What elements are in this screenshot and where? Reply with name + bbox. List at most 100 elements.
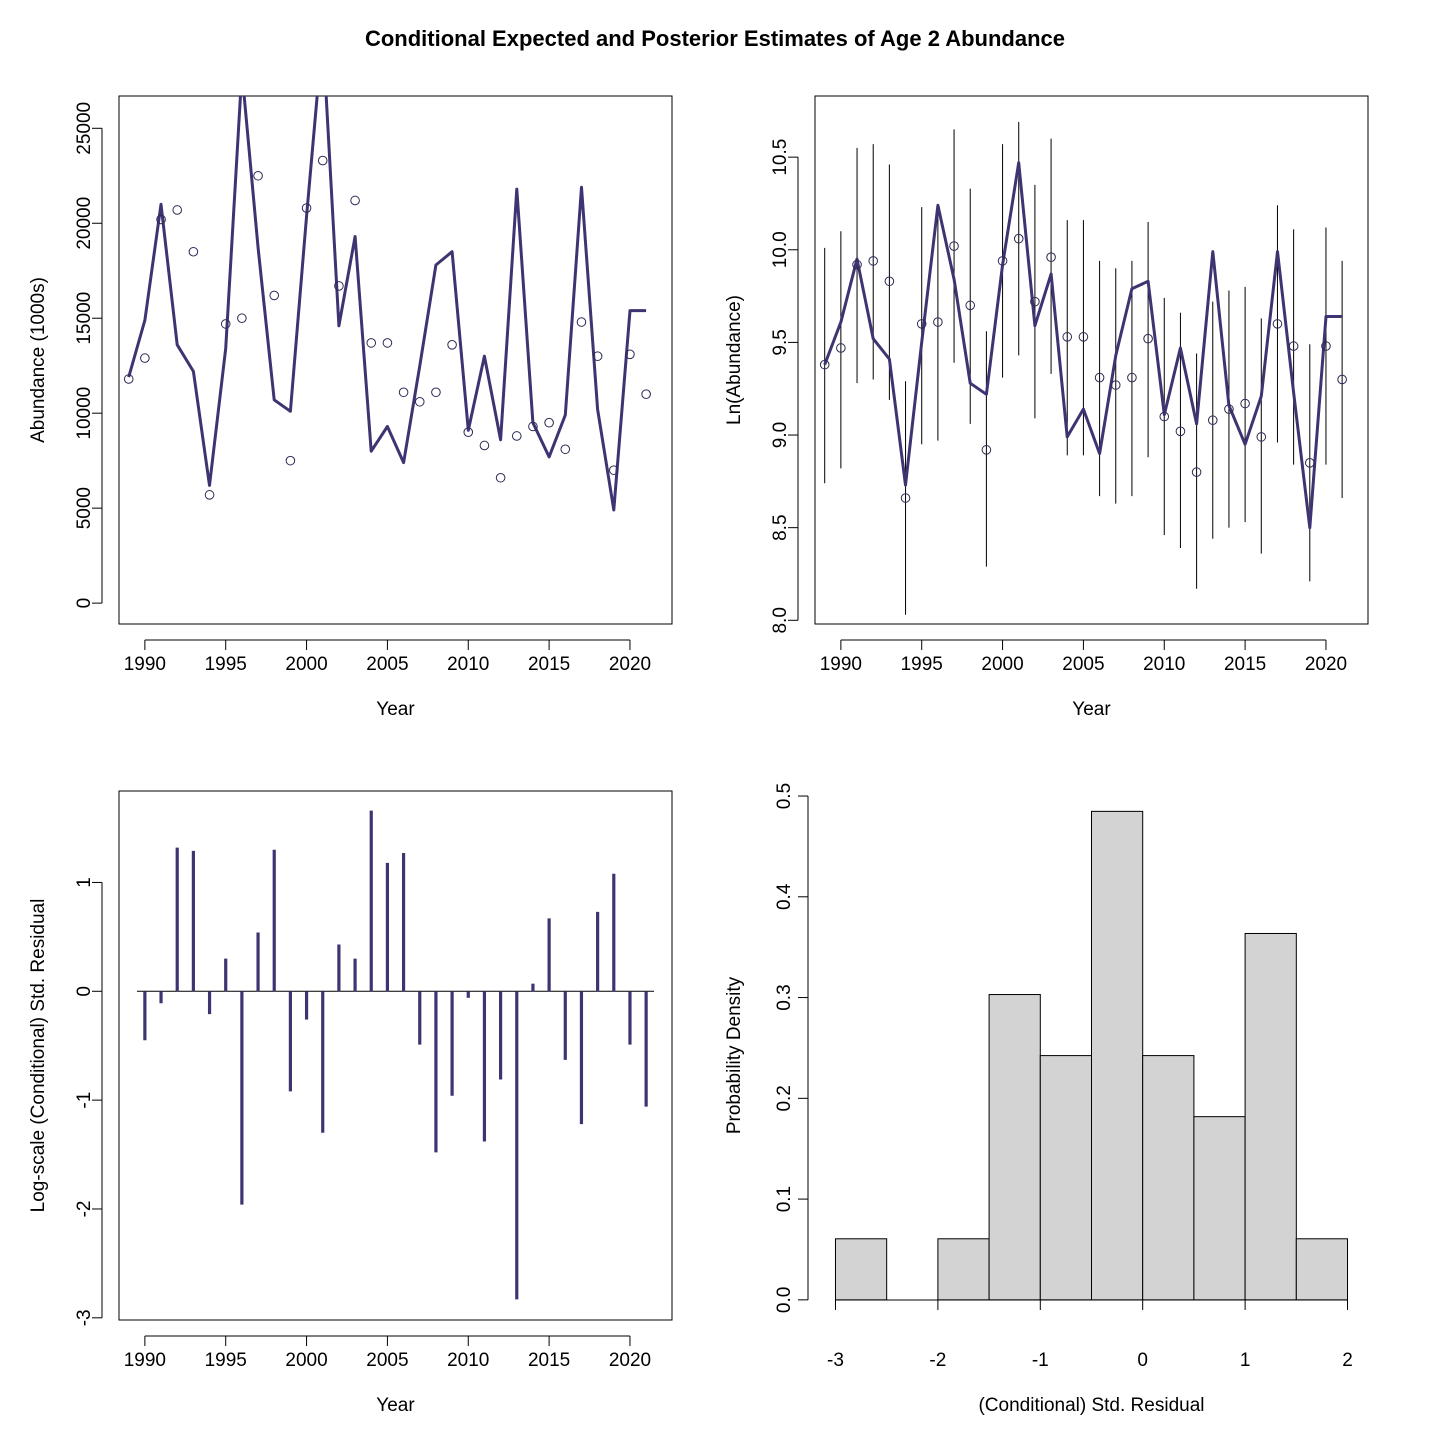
panel1-point-2000	[997, 256, 1008, 266]
panel0-point-1991	[156, 214, 166, 225]
panel2-x-tick-label: 2000	[285, 1350, 327, 1371]
panel0-point-2014	[528, 421, 538, 432]
panel1-point-2006	[1094, 372, 1105, 383]
panel1-point-2001	[1013, 233, 1024, 244]
panel1-point-1989	[819, 359, 830, 370]
panel0-point-1999	[285, 455, 296, 466]
panel0-point-1993	[188, 246, 199, 257]
panel1-point-1995	[916, 319, 927, 329]
panel1-x-tick-label: 1990	[820, 654, 862, 675]
panel1-point-2002	[1030, 296, 1040, 307]
panel0-point-2006	[398, 387, 409, 398]
panel3-x-tick-label: -3	[827, 1350, 844, 1371]
panel1-point-2016	[1256, 432, 1267, 442]
panel1-x-tick-label: 2000	[981, 654, 1023, 675]
panel0-point-1990	[140, 353, 150, 363]
panel1-point-2004	[1062, 332, 1073, 342]
panel1-point-2008	[1127, 372, 1137, 383]
panel0-plot-frame	[118, 95, 673, 625]
panel0-point-2016	[560, 444, 571, 455]
panel3-x-tick-label: -1	[1032, 1350, 1049, 1371]
panel1-x-tick-label: 1995	[901, 654, 943, 675]
panel1-x-tick-label: 2015	[1224, 654, 1266, 675]
panel3-y-tick-label: 0.0	[774, 1287, 795, 1313]
panel3-hist-bar-3	[988, 994, 1041, 1301]
panel2-x-tick-label: 2010	[447, 1350, 489, 1371]
panel0-y-tick-label: 10000	[74, 387, 95, 440]
panel0-point-2005	[382, 338, 393, 348]
panel1-y-tick-label: 8.0	[770, 607, 791, 633]
panel3-hist-bar-5	[1091, 810, 1144, 1301]
panel0-point-2000	[301, 203, 312, 213]
panel0-point-2004	[366, 338, 377, 348]
panel0-point-1994	[204, 490, 215, 500]
panel1-x-axis-title: Year	[1072, 699, 1111, 720]
panel0-point-2003	[350, 195, 360, 206]
panel0-y-tick-label: 0	[74, 598, 95, 609]
panel2-y-tick-label: -2	[74, 1201, 95, 1218]
panel1-expected-line	[823, 161, 1343, 530]
panel3-hist-bar-9	[1295, 1238, 1349, 1301]
panel3-y-tick-label: 0.5	[774, 783, 795, 809]
panel1-y-tick-label: 8.5	[770, 514, 791, 540]
panel2-x-tick-label: 2005	[366, 1350, 408, 1371]
panel2-x-axis-title: Year	[376, 1395, 415, 1416]
panel3-y-axis-title: Probability Density	[724, 976, 745, 1134]
panel0-x-axis-title: Year	[376, 699, 415, 720]
panel1-point-1997	[949, 241, 959, 251]
panel0-point-2008	[431, 387, 441, 398]
main-title: Conditional Expected and Posterior Estim…	[364, 26, 1066, 51]
panel3-x-tick-label: 2	[1342, 1350, 1353, 1371]
panel0-point-2019	[608, 465, 619, 475]
panel0-point-2012	[495, 472, 506, 483]
panel1-point-1998	[965, 300, 976, 311]
panel3-y-tick-label: 0.4	[774, 883, 795, 910]
panel0-y-axis-title: Abundance (1000s)	[28, 277, 49, 443]
panel1-point-2014	[1224, 404, 1234, 414]
panel1-point-1993	[884, 276, 895, 287]
panel1-point-2013	[1207, 415, 1218, 426]
panel3-hist-bar-7	[1193, 1116, 1246, 1301]
panel1-point-1994	[900, 493, 911, 503]
panel1-point-2011	[1175, 426, 1186, 437]
panel1-point-1991	[852, 259, 862, 270]
panel2-y-tick-label: -3	[74, 1309, 95, 1326]
panel1-point-2005	[1078, 332, 1089, 342]
panel1-x-tick-label: 2010	[1143, 654, 1185, 675]
panel1-plot-frame	[814, 95, 1369, 625]
panel0-point-1996	[237, 313, 247, 324]
panel0-point-1992	[172, 205, 183, 215]
panel3-hist-bar-2	[937, 1238, 990, 1301]
panel2-x-tick-label: 1990	[124, 1350, 166, 1371]
panel0-point-1995	[220, 319, 231, 329]
panel1-point-2012	[1191, 467, 1202, 477]
panel1-x-tick-label: 2020	[1305, 654, 1347, 675]
panel1-point-1996	[933, 317, 943, 327]
panel1-y-axis-title: Ln(Abundance)	[724, 295, 745, 425]
panel2-x-tick-label: 1995	[205, 1350, 247, 1371]
panel1-y-tick-label: 9.0	[770, 422, 791, 448]
panel2-y-tick-label: 0	[74, 986, 95, 997]
panel1-y-tick-label: 9.5	[770, 329, 791, 355]
panel1-point-2003	[1046, 252, 1056, 262]
panel0-point-2020	[625, 349, 635, 360]
panel0-point-2007	[414, 396, 425, 407]
panel3-y-tick-label: 0.1	[774, 1186, 795, 1212]
panel0-y-tick-label: 15000	[74, 292, 95, 345]
panel3-hist-bar-0	[834, 1238, 888, 1301]
panel0-x-tick-label: 2010	[447, 654, 489, 675]
panel2-y-tick-label: 1	[74, 877, 95, 888]
panel3-hist-bar-8	[1244, 932, 1297, 1301]
panel0-y-tick-label: 5000	[74, 487, 95, 529]
panel0-point-2017	[576, 317, 587, 327]
panel3-y-tick-label: 0.2	[774, 1085, 795, 1111]
panel0-point-1998	[269, 290, 280, 301]
panel1-point-1990	[836, 343, 846, 353]
panel0-x-tick-label: 2020	[609, 654, 651, 675]
panel0-y-tick-label: 25000	[74, 102, 95, 155]
panel0-point-2011	[479, 440, 490, 451]
panel1-point-2007	[1110, 380, 1121, 390]
panel1-point-2017	[1272, 319, 1283, 329]
panel3-x-tick-label: 0	[1137, 1350, 1148, 1371]
